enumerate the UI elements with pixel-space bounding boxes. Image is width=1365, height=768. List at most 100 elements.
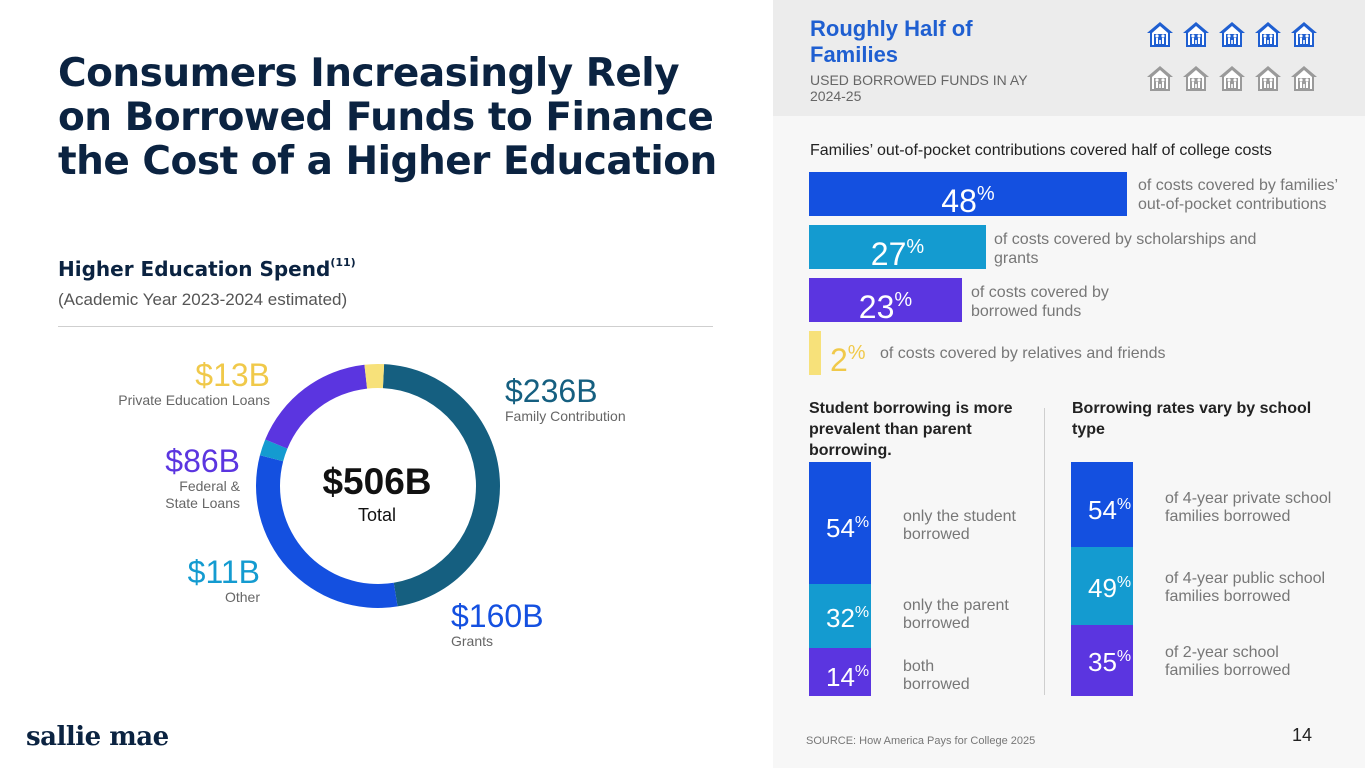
stack-value-number: 14 bbox=[826, 662, 855, 692]
school-type-heading: Borrowing rates vary by school type bbox=[1072, 400, 1312, 438]
segment-label-federal: $86B Federal & State Loans bbox=[120, 444, 240, 512]
bar-chart-title: Families’ out-of-pocket contributions co… bbox=[810, 142, 1272, 159]
bar-label: of costs covered by scholarships and gra… bbox=[994, 231, 1257, 267]
segment-name: Grants bbox=[451, 633, 494, 649]
stack-value-unit: % bbox=[854, 514, 870, 531]
stack-value-number: 35 bbox=[1088, 647, 1117, 677]
right-panel bbox=[773, 0, 1365, 768]
donut-slice-3 bbox=[265, 364, 368, 449]
house-family-icon bbox=[1146, 64, 1174, 92]
house-family-icon bbox=[1182, 64, 1210, 92]
segment-name: Other bbox=[224, 589, 260, 605]
highlight-subtitle: USED BORROWED FUNDS IN AY 2024-25 bbox=[810, 72, 1028, 104]
stack-value-number: 54 bbox=[1088, 495, 1117, 525]
house-family-icon bbox=[1254, 64, 1282, 92]
student-borrowing-heading: Student borrowing is more prevalent than… bbox=[809, 400, 1013, 459]
bar-borrowed: 23% bbox=[809, 278, 962, 325]
stack-student bbox=[809, 462, 871, 584]
house-family-icon bbox=[1218, 64, 1246, 92]
spend-heading: Higher Education Spend(11) bbox=[58, 256, 356, 281]
bar-value-unit: % bbox=[976, 183, 995, 205]
house-icon-grid bbox=[1146, 20, 1326, 100]
house-family-icon bbox=[1254, 20, 1282, 48]
stack-value-unit: % bbox=[1116, 648, 1132, 665]
house-family-icon bbox=[1290, 64, 1318, 92]
segment-value: $160B bbox=[451, 598, 544, 634]
segment-label-grants: $160B Grants bbox=[451, 599, 544, 650]
donut-slice-4 bbox=[364, 364, 385, 389]
segment-name: Federal & State Loans bbox=[165, 478, 240, 511]
stack-value-unit: % bbox=[854, 604, 870, 621]
stack-value-unit: % bbox=[1116, 574, 1132, 591]
bar-label: of costs covered by borrowed funds bbox=[971, 284, 1109, 320]
segment-label-private: $13B Private Education Loans bbox=[90, 358, 270, 409]
donut-slice-0 bbox=[382, 364, 500, 607]
stack-value: 14% bbox=[826, 657, 869, 692]
bar-value: 27% bbox=[809, 225, 986, 276]
bar-family: 48% bbox=[809, 172, 1127, 219]
divider bbox=[58, 326, 713, 327]
footnote-ref: (11) bbox=[330, 256, 356, 269]
source-note: SOURCE: How America Pays for College 202… bbox=[806, 735, 1036, 747]
bar-value: 48% bbox=[809, 172, 1127, 223]
stack-parent bbox=[809, 584, 871, 648]
stack-public bbox=[1071, 547, 1133, 625]
stack-value-unit: % bbox=[1116, 496, 1132, 513]
stack-label: of 4-year private school families borrow… bbox=[1165, 490, 1332, 525]
donut-total-label: Total bbox=[357, 505, 397, 525]
stack-label: only the student borrowed bbox=[903, 508, 1016, 543]
stack-label: both borrowed bbox=[903, 658, 970, 693]
stack-private bbox=[1071, 462, 1133, 547]
page-number: 14 bbox=[1292, 725, 1313, 745]
stack-value-number: 49 bbox=[1088, 573, 1117, 603]
bar-value-relatives: 2% bbox=[830, 331, 866, 382]
bar-value-unit: % bbox=[894, 289, 913, 311]
house-family-icon bbox=[1146, 20, 1174, 48]
stack-value-number: 54 bbox=[826, 513, 855, 543]
donut-chart bbox=[256, 364, 500, 608]
segment-value: $13B bbox=[195, 357, 270, 393]
stack-label: of 4-year public school families borrowe… bbox=[1165, 570, 1326, 605]
segment-label-other: $11B Other bbox=[160, 555, 260, 606]
donut-slice-2 bbox=[259, 439, 288, 462]
stack-value: 54% bbox=[826, 508, 869, 543]
segment-value: $236B bbox=[505, 373, 598, 409]
stack-value: 32% bbox=[826, 598, 869, 633]
spend-note: (Academic Year 2023-2024 estimated) bbox=[58, 290, 348, 309]
segment-value: $86B bbox=[165, 443, 240, 479]
donut-slice-1 bbox=[256, 455, 398, 608]
bar-value-number: 48 bbox=[941, 183, 977, 219]
segment-value: $11B bbox=[187, 554, 260, 590]
bar-value: 23% bbox=[809, 278, 962, 329]
highlight-band bbox=[773, 0, 1365, 116]
stack-label: of 2-year school families borrowed bbox=[1165, 644, 1291, 679]
segment-name: Family Contribution bbox=[505, 408, 626, 424]
house-family-icon bbox=[1182, 20, 1210, 48]
stack-label: only the parent borrowed bbox=[903, 597, 1009, 632]
bar-label: of costs covered by families’ out-of-poc… bbox=[1138, 177, 1338, 213]
highlight-title: Roughly Half of Families bbox=[810, 16, 973, 67]
house-family-icon bbox=[1290, 20, 1318, 48]
page-title: Consumers Increasingly Rely on Borrowed … bbox=[58, 51, 717, 184]
spend-heading-text: Higher Education Spend bbox=[58, 257, 331, 281]
stack-value-number: 32 bbox=[826, 603, 855, 633]
bar-relatives bbox=[809, 331, 821, 375]
bar-label: of costs covered by relatives and friend… bbox=[880, 345, 1166, 362]
section-divider bbox=[1044, 408, 1045, 695]
sallie-mae-logo: sallie mae bbox=[26, 722, 169, 752]
stack-value: 35% bbox=[1088, 642, 1131, 677]
stack-value-unit: % bbox=[854, 663, 870, 680]
stack-both bbox=[809, 648, 871, 696]
stack-value: 49% bbox=[1088, 568, 1131, 603]
bar-value-unit: % bbox=[847, 342, 866, 364]
house-family-icon bbox=[1218, 20, 1246, 48]
stack-two-year bbox=[1071, 625, 1133, 696]
bar-value-number: 2 bbox=[830, 342, 848, 378]
stack-value: 54% bbox=[1088, 490, 1131, 525]
bar-value-number: 23 bbox=[858, 289, 895, 325]
donut-total-value: $506B bbox=[322, 461, 432, 502]
segment-label-family: $236B Family Contribution bbox=[505, 374, 626, 425]
bar-value-number: 27 bbox=[870, 236, 907, 272]
bar-value-unit: % bbox=[906, 236, 925, 258]
bar-scholarships: 27% bbox=[809, 225, 986, 272]
